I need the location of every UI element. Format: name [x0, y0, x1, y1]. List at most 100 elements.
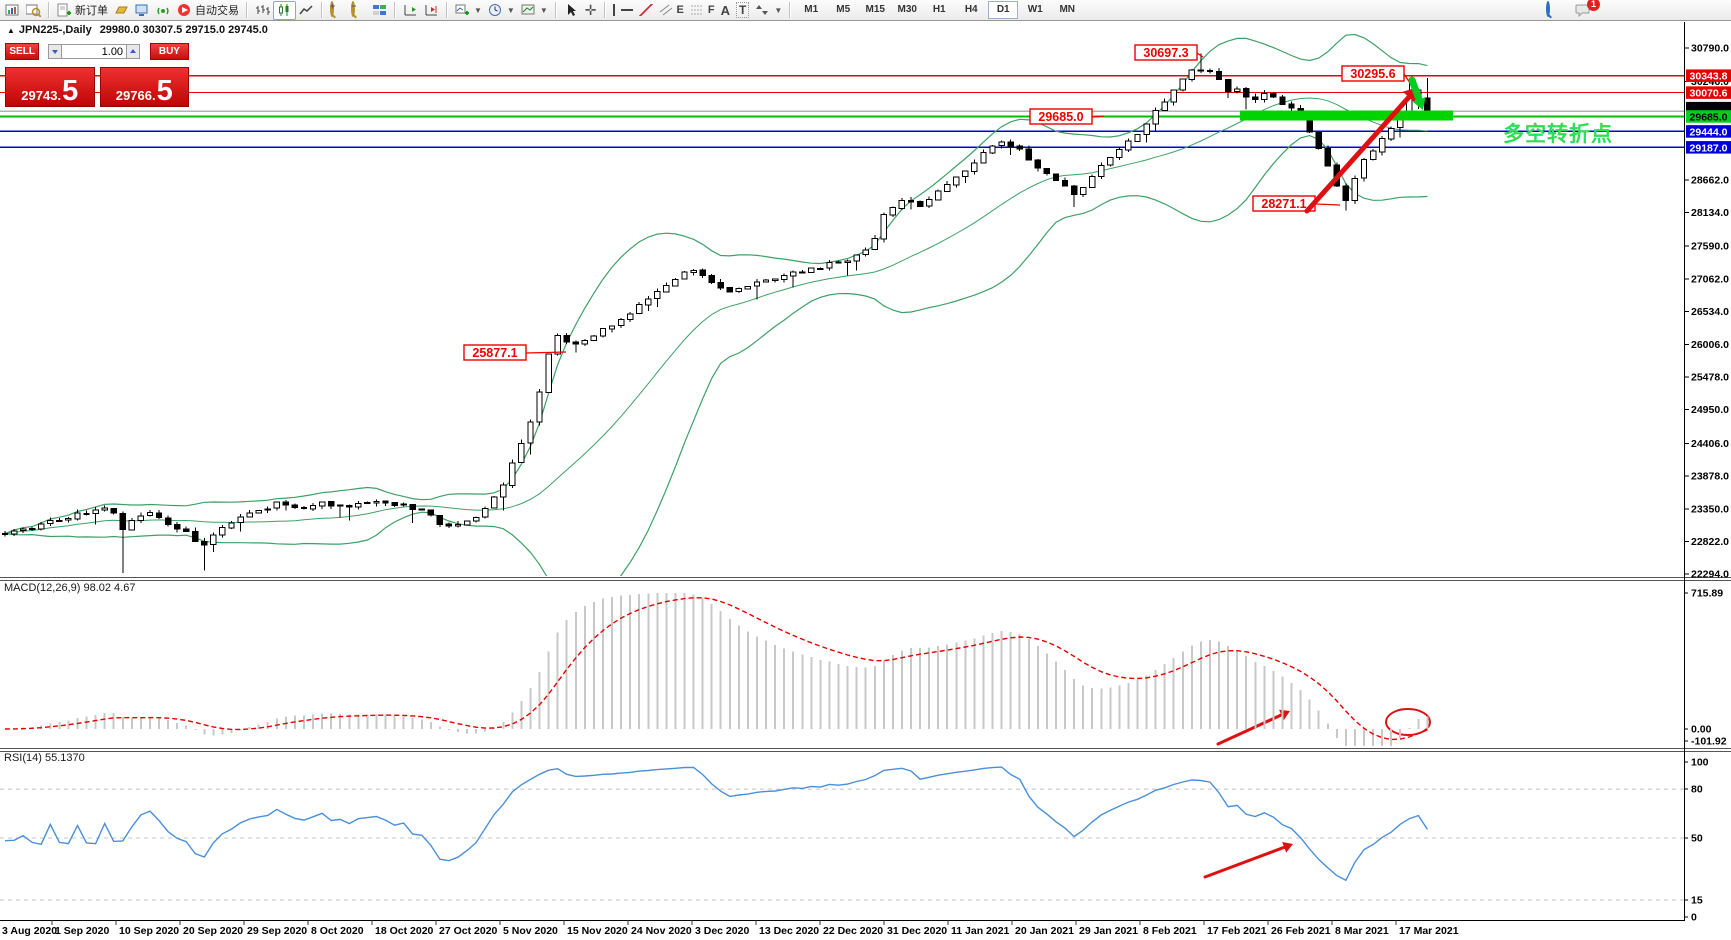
price-line-badge	[1686, 125, 1731, 138]
timeframe-m30-button[interactable]: M30	[897, 4, 917, 15]
zoom-in-button[interactable]: +	[327, 1, 348, 19]
candle-body	[753, 281, 761, 287]
timeframe-m1-button[interactable]: M1	[804, 4, 819, 15]
candle-body	[1215, 70, 1223, 81]
vertical-line-tool-button[interactable]	[610, 2, 618, 19]
horizontal-line-tool-button[interactable]	[618, 2, 636, 19]
indicators-button[interactable]: ▼	[452, 2, 485, 19]
channel-tool-button[interactable]: E	[656, 2, 687, 19]
templates-button[interactable]: ▼	[518, 2, 551, 19]
buy-button[interactable]: BUY	[149, 43, 190, 60]
candle-body	[1233, 88, 1241, 92]
date-tick-label: 11 Jan 2021	[951, 925, 1010, 937]
candle-body	[382, 500, 389, 504]
price-annotation-box	[463, 344, 527, 361]
tile-windows-button[interactable]	[369, 2, 390, 19]
zoom-out-button[interactable]: −	[348, 1, 369, 19]
candle-body	[509, 462, 516, 487]
periods-button[interactable]: ▼	[485, 2, 518, 19]
sell-price-button[interactable]: 29743. 5	[5, 67, 95, 107]
timeframe-d1-button[interactable]: D1	[988, 1, 1019, 19]
bid-price: 29743.	[21, 88, 62, 103]
price-annotation-box	[1029, 108, 1093, 125]
volume-input[interactable]	[62, 44, 127, 59]
candle-body	[255, 510, 262, 514]
trendline-tool-button[interactable]	[636, 2, 656, 19]
auto-scroll-button[interactable]	[400, 2, 421, 19]
candle-body	[1324, 147, 1331, 167]
timeframe-m15-button[interactable]: M15	[865, 4, 885, 15]
ask-price: 29766.	[115, 88, 156, 103]
crosshair-tool-button[interactable]: ✛	[582, 2, 600, 19]
candle-body	[228, 522, 235, 529]
candle-body	[1098, 164, 1105, 177]
autotrading-button[interactable]: 自动交易	[174, 2, 242, 19]
timeframe-w1-button[interactable]: W1	[1027, 4, 1043, 15]
chart-shift-button[interactable]	[421, 2, 442, 19]
vertical-line-icon	[612, 4, 615, 16]
volume-increase-button[interactable]	[126, 44, 140, 59]
price-annotation-text: 30697.3	[1143, 46, 1188, 60]
price-axis[interactable]: 30790.030246.028662.028134.027590.027062…	[1684, 43, 1731, 581]
highlight-ellipse	[1385, 708, 1431, 736]
candle-body	[472, 516, 480, 522]
price-badge-text: 30343.8	[1690, 71, 1728, 83]
arrows-tool-button[interactable]: ▼	[752, 2, 785, 19]
cursor-tool-button[interactable]	[561, 2, 582, 19]
notifications-button[interactable]: 1	[1572, 0, 1600, 19]
sell-button[interactable]: SELL	[5, 43, 40, 60]
candle-body	[1125, 140, 1132, 151]
chart-shift-icon	[424, 3, 439, 17]
candle-body	[10, 530, 18, 535]
macd-tick-label: 0.00	[1691, 724, 1712, 736]
buy-price-button[interactable]: 29766. 5	[99, 67, 189, 107]
price-annotation-text: 25877.1	[472, 346, 517, 360]
timeframe-mn-button[interactable]: MN	[1059, 4, 1076, 15]
candle-body	[273, 501, 281, 509]
market-watch-button[interactable]	[111, 2, 132, 19]
macd-histogram	[13, 593, 1429, 746]
candle-body	[699, 269, 706, 277]
candle-body	[545, 353, 552, 394]
strategy-tester-button[interactable]	[153, 2, 174, 19]
signal-icon	[156, 3, 171, 17]
timeframe-m5-button[interactable]: M5	[836, 4, 851, 15]
text-label-tool-button[interactable]: T	[733, 2, 752, 19]
support-zone-rectangle[interactable]	[1240, 110, 1453, 121]
line-chart-button[interactable]	[296, 2, 317, 19]
price-tick-label: 27062.0	[1691, 273, 1729, 285]
candle-body	[617, 318, 625, 327]
new-order-button[interactable]: 新订单	[54, 2, 111, 19]
candle-body	[346, 505, 353, 508]
trend-arrow	[1412, 97, 1426, 110]
chart-profiles-button[interactable]	[23, 2, 44, 19]
terminal-button[interactable]	[132, 2, 153, 19]
timeframe-h1-button[interactable]: H1	[932, 4, 946, 15]
search-button[interactable]	[1543, 1, 1564, 19]
candle-body	[1043, 167, 1051, 175]
price-badge-text: 30070.6	[1690, 88, 1728, 100]
candle-body	[572, 341, 579, 345]
toolbar-separator	[554, 2, 557, 18]
bar-chart-button[interactable]	[252, 2, 273, 19]
candle-body	[989, 145, 996, 154]
date-tick-label: 15 Nov 2020	[567, 925, 628, 937]
price-tick-label: 27590.0	[1691, 241, 1729, 253]
text-tool-button[interactable]: A	[718, 2, 733, 19]
timeframe-h4-button[interactable]: H4	[964, 4, 978, 15]
candle-body	[128, 519, 136, 531]
main-toolbar: 新订单 自动交易	[0, 0, 1731, 21]
price-tick-label: 22822.0	[1691, 536, 1729, 548]
volume-decrease-button[interactable]	[48, 44, 63, 59]
fibonacci-tool-button[interactable]: F	[687, 2, 718, 19]
chart-annotations[interactable]: 30697.3 30295.6 29685.0 28271.1 25877.1 多空转折点	[463, 44, 1613, 879]
dropdown-caret-icon: ▼	[774, 5, 783, 15]
new-chart-button[interactable]	[2, 2, 23, 19]
candlestick-chart-button[interactable]	[273, 0, 296, 20]
candle-body	[953, 176, 960, 186]
date-tick-label: 3 Dec 2020	[695, 925, 749, 937]
candle-body	[835, 261, 842, 264]
